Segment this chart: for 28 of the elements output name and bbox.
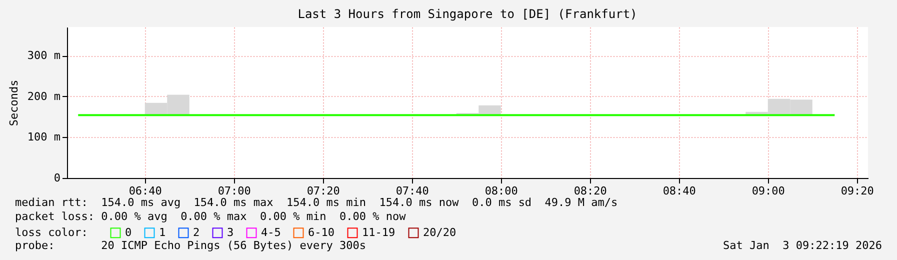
y-tick-label: 100 m: [27, 130, 61, 144]
legend-label: 1: [159, 226, 166, 239]
x-tick-label: 07:40: [396, 184, 429, 198]
x-tick-label: 07:00: [218, 184, 251, 198]
text: median rtt: 154.0 ms avg 154.0 ms max 154.0 ms min 154.0 ms now 0.0 ms sd 49.9 M am/s: [15, 196, 618, 209]
text: probe: 20 ICMP Echo Pings (56 Bytes) every 300s: [15, 239, 366, 252]
legend-label: 20/20: [423, 226, 456, 239]
x-tick-label: 08:40: [662, 184, 696, 198]
legend-label: 11-19: [362, 226, 396, 239]
x-tick-label: 08:20: [574, 184, 607, 198]
text: packet loss: 0.00 % avg 0.00 % max 0.00 % min 0.00 % now: [15, 210, 406, 223]
text: Sat Jan 3 09:22:19 2026: [723, 239, 882, 252]
legend-label: 6-10: [308, 226, 334, 239]
legend-label: 0: [125, 226, 132, 239]
x-tick-label: 09:20: [840, 184, 874, 198]
legend-label: 2: [193, 226, 200, 239]
y-axis-title: Seconds: [7, 80, 20, 126]
y-tick-label: 300 m: [27, 49, 61, 62]
chart-title: Last 3 Hours from Singapore to [DE] (Frankfurt): [298, 7, 638, 21]
x-tick-label: 09:00: [752, 184, 785, 198]
x-tick-label: 07:20: [306, 184, 340, 198]
x-tick-label: 08:00: [484, 184, 518, 198]
legend-label: 3: [227, 226, 234, 239]
y-tick-label: 200 m: [27, 90, 61, 103]
legend-label: 4-5: [261, 226, 281, 239]
x-tick-label: 06:40: [128, 184, 162, 198]
legend-title: loss color:: [15, 226, 88, 239]
y-tick-label: 0: [54, 172, 60, 184]
